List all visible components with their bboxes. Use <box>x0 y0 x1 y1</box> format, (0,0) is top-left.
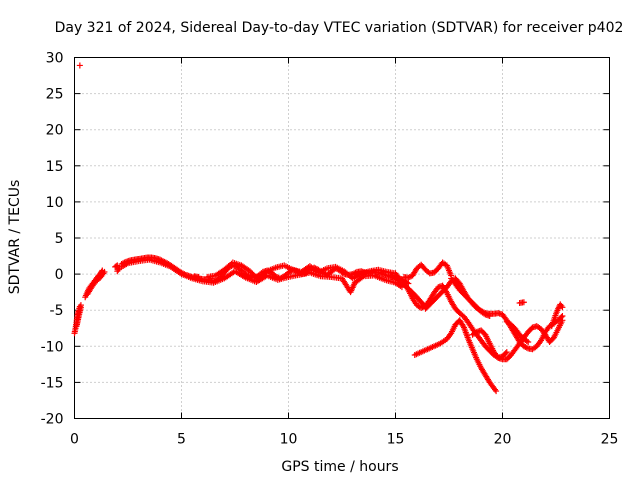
chart-title: Day 321 of 2024, Sidereal Day-to-day VTE… <box>55 20 624 36</box>
x-tick-label: 25 <box>601 432 619 448</box>
x-axis-label: GPS time / hours <box>281 459 398 475</box>
y-tick-label: -20 <box>41 412 64 428</box>
plot-frame <box>74 57 610 419</box>
data-point <box>502 350 509 357</box>
x-tick-labels: 0 5 10 15 20 25 <box>70 432 618 448</box>
x-tick-label: 0 <box>70 432 79 448</box>
data-point <box>116 265 123 272</box>
data-point <box>503 349 510 356</box>
series-track-c <box>114 259 493 319</box>
data-point <box>525 338 532 345</box>
data-point <box>405 280 412 287</box>
outlier-points <box>76 62 83 69</box>
y-tick-label: 10 <box>46 195 64 211</box>
x-tick-label: 5 <box>177 432 186 448</box>
y-tick-label: -5 <box>50 303 64 319</box>
data-point <box>406 273 413 280</box>
x-tick-label: 10 <box>280 432 298 448</box>
y-tick-label: 15 <box>46 159 64 175</box>
y-tick-label: -10 <box>41 339 64 355</box>
y-tick-label: 0 <box>55 267 64 283</box>
y-tick-label: 30 <box>46 51 64 67</box>
data-point <box>559 317 566 324</box>
y-tick-label: -15 <box>41 375 64 391</box>
y-tick-label: 25 <box>46 87 64 103</box>
x-tick-label: 15 <box>387 432 405 448</box>
data-point <box>493 388 500 395</box>
y-tick-labels: -20 -15 -10 -5 0 5 10 15 20 25 30 <box>41 51 64 428</box>
series-track-e <box>191 272 412 287</box>
y-axis-label: SDTVAR / TECUs <box>7 180 23 295</box>
series-track-a <box>71 254 566 353</box>
data-point <box>520 299 527 306</box>
data-points <box>71 62 566 395</box>
data-point <box>101 268 108 275</box>
data-point <box>113 263 120 270</box>
data-point <box>195 273 202 280</box>
x-tick-label: 20 <box>494 432 512 448</box>
series-track-d <box>411 317 532 395</box>
y-tick-label: 20 <box>46 123 64 139</box>
data-point <box>76 62 83 69</box>
y-tick-label: 5 <box>55 231 64 247</box>
data-point <box>559 304 566 311</box>
grid-lines <box>74 57 610 419</box>
data-point <box>486 312 493 319</box>
series-track-b <box>73 256 566 363</box>
data-point <box>77 304 84 311</box>
